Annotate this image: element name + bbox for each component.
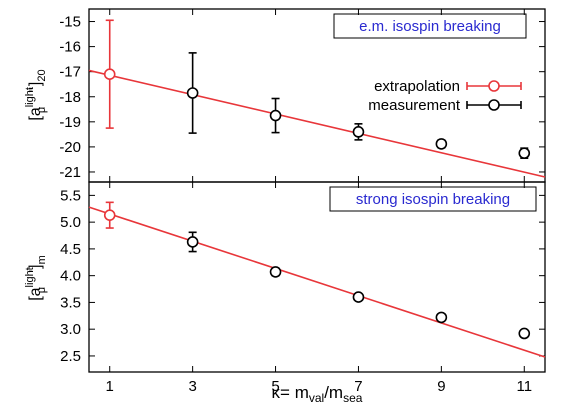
bottom-point-measurement: [518, 327, 531, 340]
top-point-measurement: [186, 52, 199, 134]
bottom-annotation-text: strong isospin breaking: [356, 191, 510, 208]
bottom-y-tick-label: 4.0: [60, 268, 81, 285]
top-point-measurement: [435, 138, 448, 150]
legend: extrapolation measurement: [368, 78, 522, 114]
bottom-point-measurement: [269, 266, 282, 278]
top-annotation-text: e.m. isospin breaking: [359, 18, 501, 35]
bottom-point-measurement: [352, 291, 365, 303]
bottom-y-tick-label: 4.5: [60, 241, 81, 258]
bottom-y-tick-label: 5.5: [60, 187, 81, 204]
legend-label-measurement: measurement: [368, 97, 461, 114]
top-y-tick-label: -17: [59, 64, 81, 81]
x-axis-label: κ= mval/msea: [272, 383, 363, 405]
bottom-y-tick-label: 3.5: [60, 294, 81, 311]
top-fit-line: [88, 69, 546, 178]
bottom-y-tick-label: 5.0: [60, 214, 81, 231]
top-annotation-box: [333, 13, 527, 39]
top-y-tick-label: -21: [59, 164, 81, 181]
top-y-tick-label: -20: [59, 139, 81, 156]
x-tick-label: 1: [106, 378, 114, 395]
x-tick-label: 9: [437, 378, 445, 395]
x-tick-label: 3: [188, 378, 196, 395]
x-tick-label: 5: [271, 378, 279, 395]
plot-layer: -15 -16 -17 -18 -19 -20 -21 5.5 5.0 4.5 4.0 3.5 3.0 2…: [59, 9, 546, 395]
bottom-y-tick-label: 3.0: [60, 321, 81, 338]
legend-marker-measurement: [466, 99, 522, 111]
bottom-y-axis-label: [alightμ']m: [24, 255, 48, 301]
bottom-panel-frame: [88, 181, 546, 373]
top-annotation: e.m. isospin breaking: [333, 13, 527, 39]
top-point-measurement: [269, 97, 282, 134]
bottom-annotation: strong isospin breaking: [329, 186, 537, 212]
bottom-fit-line: [88, 206, 546, 358]
top-y-tick-label: -16: [59, 39, 81, 56]
x-tick-label: 11: [516, 378, 532, 395]
x-tick-label: 7: [354, 378, 362, 395]
bottom-point-extrapolation: [103, 201, 116, 229]
top-point-measurement: [352, 123, 365, 141]
legend-marker-extrapolation: [466, 80, 522, 92]
bottom-annotation-box: [329, 186, 537, 212]
top-y-axis-label: [alightμ"]20: [24, 69, 48, 120]
bottom-point-measurement: [186, 231, 199, 253]
top-y-tick-label: -19: [59, 114, 81, 131]
top-y-tick-label: -15: [59, 14, 81, 31]
bottom-y-tick-label: 2.5: [60, 348, 81, 365]
top-point-extrapolation: [103, 19, 116, 129]
top-y-tick-label: -18: [59, 89, 81, 106]
bottom-point-measurement: [435, 311, 448, 324]
top-point-measurement: [518, 147, 531, 159]
legend-label-extrapolation: extrapolation: [374, 78, 460, 95]
